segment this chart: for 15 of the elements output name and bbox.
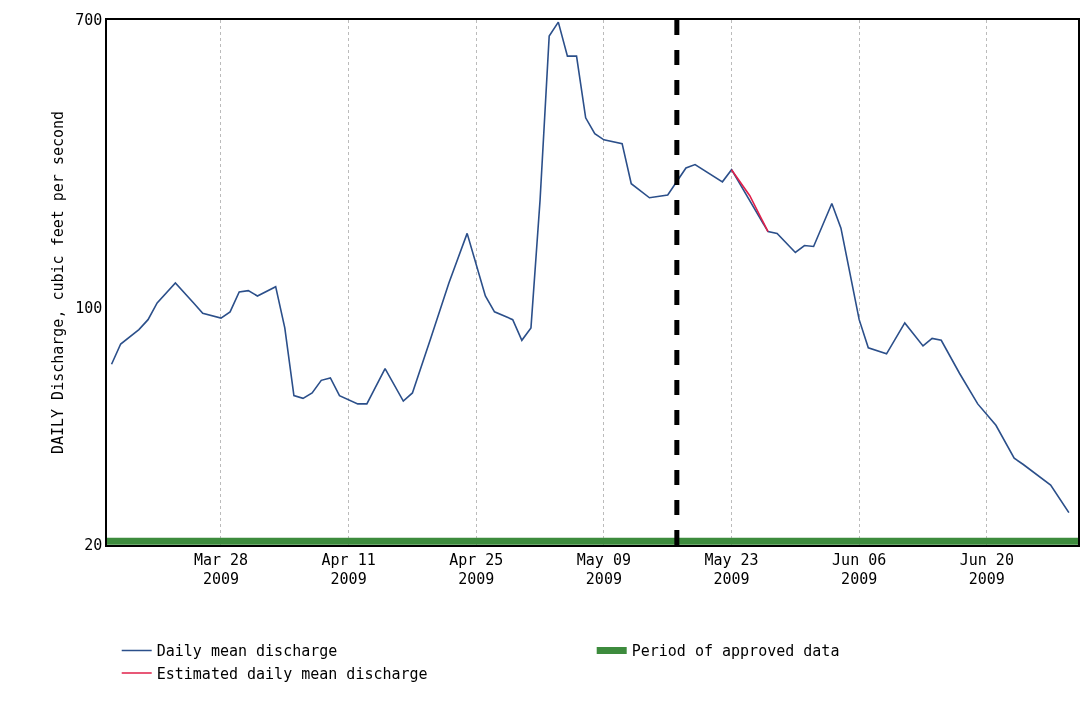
x-tick-label: May 23 2009 — [704, 550, 759, 589]
x-tick-label: Apr 11 2009 — [321, 550, 376, 589]
legend-label: Estimated daily mean discharge — [156, 664, 428, 683]
x-tick-label: Mar 28 2009 — [193, 550, 249, 589]
x-tick-label: Jun 06 2009 — [832, 550, 887, 589]
x-tick-label: Jun 20 2009 — [959, 550, 1014, 589]
legend-label: Period of approved data — [631, 642, 840, 661]
x-tick-label: May 09 2009 — [576, 550, 631, 589]
line-series — [110, 21, 1070, 514]
legend-label: Daily mean discharge — [156, 642, 338, 661]
y-tick-label: 100 — [75, 298, 103, 317]
y-tick-label: 20 — [84, 536, 103, 555]
x-tick-label: Apr 25 2009 — [449, 550, 504, 589]
y-tick-label: 700 — [75, 11, 103, 30]
y-axis-title: DAILY Discharge, cubic feet per second — [48, 110, 67, 455]
